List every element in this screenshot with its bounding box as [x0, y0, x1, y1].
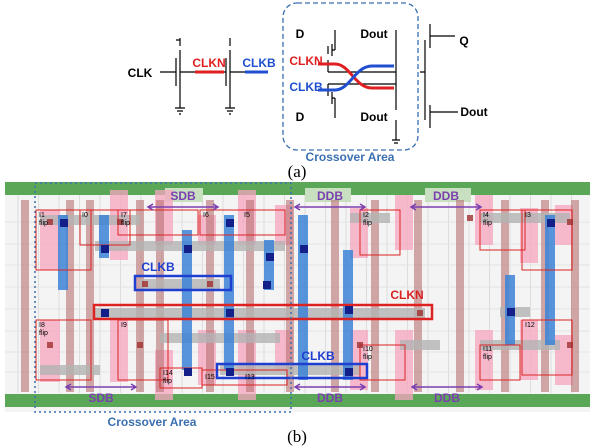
cell-id: I13: [245, 374, 255, 381]
crossover-box: [283, 3, 418, 150]
figure: CLK CLKN CLKB D Dout CLKN CLKB D Dout Q …: [0, 0, 595, 448]
via: [101, 245, 109, 253]
break-label: SDB: [88, 391, 114, 405]
gate-line: [136, 200, 144, 392]
cell-flip: flip: [121, 220, 130, 227]
via: [184, 245, 192, 253]
cell-flip: flip: [39, 220, 48, 227]
cell-flip: flip: [39, 330, 48, 337]
label: CLKN: [289, 54, 322, 68]
metal-h: [400, 340, 440, 350]
break-label: DDB: [434, 391, 460, 405]
contact: [467, 215, 473, 221]
via: [60, 219, 68, 227]
cell-id: I10: [363, 346, 373, 353]
via: [226, 219, 234, 227]
gate-line: [21, 200, 29, 392]
label: CLKB: [289, 80, 323, 94]
label: Dout: [360, 27, 387, 41]
via: [300, 245, 308, 253]
label: Q: [459, 34, 468, 48]
net-label: CLKN: [390, 288, 423, 302]
gate-line: [206, 200, 214, 392]
via: [507, 308, 515, 316]
metal-v: [224, 215, 234, 370]
metal-h: [95, 308, 425, 318]
label: D: [296, 27, 305, 41]
gate-line: [371, 200, 379, 392]
cell-flip: flip: [363, 220, 372, 227]
label: CLK: [128, 66, 153, 80]
net-label: CLKB: [301, 349, 335, 363]
cell-id: I8: [39, 322, 45, 329]
via: [345, 306, 353, 314]
via: [266, 253, 274, 261]
contact: [137, 342, 143, 348]
via: [226, 368, 234, 376]
cell-id: I12: [525, 322, 535, 329]
cell-id: I6: [203, 212, 209, 219]
cell-pillar: [110, 320, 128, 382]
cell-id: I1: [39, 212, 45, 219]
contact: [567, 219, 573, 225]
via: [345, 368, 353, 376]
cell-id: I7: [121, 212, 127, 219]
break-label: DDB: [433, 189, 459, 203]
cell-id: I14: [163, 370, 173, 377]
via: [101, 309, 109, 317]
cell-id: I3: [525, 212, 531, 219]
contact: [207, 281, 213, 287]
gate-line: [156, 200, 164, 392]
break-label: DDB: [317, 391, 343, 405]
cell-id: I15: [205, 374, 215, 381]
via: [226, 309, 234, 317]
area-label: Crossover Area: [306, 150, 395, 164]
label: Dout: [460, 105, 487, 119]
cell-flip: flip: [483, 354, 492, 361]
net-label: CLKB: [141, 260, 175, 274]
via: [547, 219, 555, 227]
cell-id: I2: [363, 212, 369, 219]
label: CLKB: [242, 56, 276, 70]
contact: [567, 342, 573, 348]
metal-v: [545, 215, 555, 345]
via: [184, 368, 192, 376]
label: Dout: [360, 110, 387, 124]
rail: [5, 182, 590, 195]
area-label: Crossover Area: [108, 415, 197, 429]
cell-flip: flip: [363, 354, 372, 361]
caption: (b): [287, 427, 307, 446]
caption: (a): [288, 162, 307, 181]
contact: [417, 310, 423, 316]
cell-id: I9: [121, 322, 127, 329]
contact: [47, 342, 53, 348]
cell-pillar: [395, 195, 413, 250]
cell-id: I5: [244, 212, 250, 219]
gate-line: [456, 200, 464, 392]
cell-id: I0: [82, 212, 88, 219]
gate-line: [86, 200, 94, 392]
cell-flip: flip: [163, 378, 172, 385]
via: [263, 281, 271, 289]
break-label: DDB: [317, 189, 343, 203]
contact: [142, 281, 148, 287]
cell-id: I4: [483, 212, 489, 219]
metal-v: [343, 250, 353, 380]
cell-id: I11: [483, 346, 492, 353]
cell-flip: flip: [483, 220, 492, 227]
label: D: [296, 110, 305, 124]
break-label: SDB: [170, 189, 196, 203]
metal-h: [160, 333, 280, 343]
label: CLKN: [192, 56, 225, 70]
